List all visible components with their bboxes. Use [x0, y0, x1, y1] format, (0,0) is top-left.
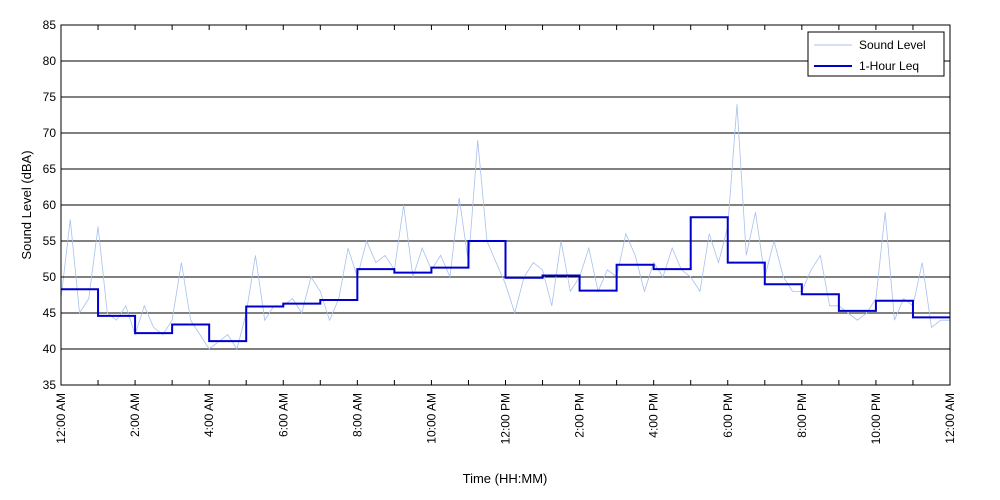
y-tick-label-65: 65: [43, 162, 57, 176]
y-axis-label: Sound Level (dBA): [19, 150, 34, 259]
y-tick-label-55: 55: [43, 234, 57, 248]
y-tick-label-45: 45: [43, 306, 57, 320]
y-tick-label-35: 35: [43, 378, 57, 392]
x-tick-label-0: 12:00 AM: [54, 393, 68, 444]
x-tick-label-10: 10:00 AM: [424, 393, 438, 444]
x-tick-label-12: 12:00 PM: [499, 393, 513, 444]
x-axis-tick-labels: 12:00 AM 2:00 AM 4:00 AM 6:00 AM 8:00 AM 10:0…: [54, 393, 957, 444]
legend: Sound Level 1-Hour Leq: [807, 31, 945, 77]
x-tick-label-18: 6:00 PM: [721, 393, 735, 438]
y-tick-label-80: 80: [43, 54, 57, 68]
x-axis-label: Time (HH:MM): [463, 471, 548, 486]
x-tick-label-4: 4:00 AM: [202, 393, 216, 437]
legend-box: [807, 31, 945, 77]
y-tick-label-75: 75: [43, 90, 57, 104]
legend-label-1-hour-leq: 1-Hour Leq: [859, 59, 919, 73]
legend-label-sound-level: Sound Level: [859, 38, 926, 52]
y-tick-label-50: 50: [43, 270, 57, 284]
x-tick-label-8: 8:00 AM: [350, 393, 364, 437]
y-tick-label-60: 60: [43, 198, 57, 212]
x-tick-label-20: 8:00 PM: [795, 393, 809, 438]
y-tick-label-85: 85: [43, 18, 57, 32]
x-tick-label-14: 2:00 PM: [573, 393, 587, 438]
x-tick-label-24: 12:00 AM: [943, 393, 957, 444]
x-tick-label-2: 2:00 AM: [128, 393, 142, 437]
y-tick-label-40: 40: [43, 342, 57, 356]
axis-ticks: [60, 24, 951, 386]
y-tick-label-70: 70: [43, 126, 57, 140]
plot-series: [60, 104, 950, 350]
y-axis-tick-labels: 35 40 45 50 55 60 65 70 75 80 85: [43, 18, 57, 392]
x-tick-label-16: 4:00 PM: [647, 393, 661, 438]
series-line-1-hour-leq: [61, 216, 950, 343]
x-tick-label-6: 6:00 AM: [276, 393, 290, 437]
x-tick-label-22: 10:00 PM: [869, 393, 883, 444]
